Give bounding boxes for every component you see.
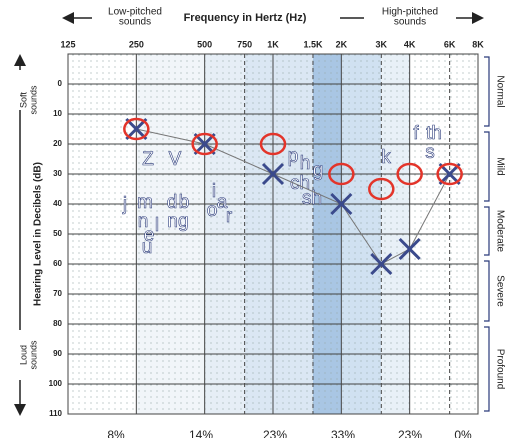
low-pitch-label-line: Low-pitched xyxy=(108,7,162,18)
speech-sound: n xyxy=(138,211,149,232)
speech-sound: i xyxy=(212,181,216,202)
circle-marker xyxy=(396,162,423,186)
x-tick-label: 2K xyxy=(336,39,348,49)
high-pitch-label-line: High-pitched xyxy=(382,7,438,18)
label-backdrop xyxy=(364,4,456,30)
x-tick-label: 8K xyxy=(472,39,484,49)
y-tick-label: 20 xyxy=(53,139,62,148)
x-tick-label: 6K xyxy=(444,39,456,49)
title-backdrop xyxy=(150,10,340,26)
soft-label: Soft sounds xyxy=(18,85,38,115)
y-tick-label: 60 xyxy=(53,259,62,268)
degree-label: Profound xyxy=(494,349,505,390)
speech-sound: r xyxy=(226,206,233,227)
speech-sound: ch xyxy=(290,173,310,194)
circle-marker xyxy=(123,117,150,141)
y-tick-label: 80 xyxy=(53,319,62,328)
speech-sound: k xyxy=(381,147,391,168)
x-tick-label: 500 xyxy=(197,39,212,49)
high-pitch-label-line: sounds xyxy=(394,17,426,28)
y-tick-label: 10 xyxy=(53,109,62,118)
x-tick-label: 4K xyxy=(404,39,416,49)
y-tick-label: 90 xyxy=(53,349,62,358)
degree-bracket xyxy=(484,260,490,322)
low-pitch-label-line: sounds xyxy=(119,17,151,28)
x-tick-label: 250 xyxy=(129,39,144,49)
speech-sound: e xyxy=(144,225,155,246)
circle-marker xyxy=(328,162,355,186)
x-marker xyxy=(125,117,148,141)
x-tick-label: 3K xyxy=(376,39,388,49)
speech-sound: p xyxy=(288,146,299,167)
band-share: 23% xyxy=(398,428,422,438)
band-share: 0% xyxy=(454,428,472,438)
degree-bracket xyxy=(484,326,490,412)
loud-label-line: sounds xyxy=(28,340,38,370)
x-marker xyxy=(193,132,216,156)
speech-sound: d xyxy=(167,192,178,213)
speech-sound: a xyxy=(217,192,228,213)
x-marker xyxy=(330,192,353,216)
soft-label-line: sounds xyxy=(28,85,38,115)
speech-sound: j xyxy=(122,194,127,215)
speech-sound: h xyxy=(300,153,311,174)
circle-marker xyxy=(436,162,463,186)
x-marker xyxy=(370,252,393,276)
speech-sound: s xyxy=(425,142,435,163)
speech-sound: u xyxy=(142,237,153,258)
band-share: 8% xyxy=(107,428,125,438)
speech-sound: th xyxy=(426,123,442,144)
degree-label: Normal xyxy=(494,75,505,107)
degree-label: Severe xyxy=(494,275,505,307)
degree-bracket xyxy=(484,131,490,202)
speech-sound: f xyxy=(413,123,419,144)
speech-sound: g xyxy=(313,160,324,181)
degree-label: Moderate xyxy=(494,210,505,253)
x-marker xyxy=(438,162,461,186)
x-tick-label: 750 xyxy=(237,39,252,49)
y-tick-label: 40 xyxy=(53,199,62,208)
band-share: 33% xyxy=(331,428,355,438)
x-tick-label: 125 xyxy=(60,39,75,49)
speech-sound: Z xyxy=(142,149,154,170)
y-tick-label: 30 xyxy=(53,169,62,178)
loud-label-line: Loud xyxy=(18,345,28,365)
x-marker xyxy=(398,237,421,261)
band-share: 14% xyxy=(189,428,213,438)
speech-sound: ng xyxy=(167,211,188,232)
circle-marker xyxy=(259,132,287,156)
x-tick-label: 1K xyxy=(267,39,279,49)
label-backdrop xyxy=(14,70,28,110)
circle-marker xyxy=(368,177,395,201)
chart-title: Frequency in Hertz (Hz) xyxy=(184,12,307,24)
x-tick-label: 1.5K xyxy=(303,39,323,49)
x-marker xyxy=(261,162,285,186)
circle-marker xyxy=(191,132,218,156)
speech-sound: b xyxy=(179,192,190,213)
band-share: 23% xyxy=(263,428,287,438)
degree-label: Mild xyxy=(494,157,505,175)
y-tick-label: 70 xyxy=(53,289,62,298)
y-tick-label: 100 xyxy=(49,379,63,388)
soft-label-line: Soft xyxy=(18,91,28,108)
degree-bracket xyxy=(484,206,490,256)
y-tick-label: 110 xyxy=(49,409,62,418)
speech-sound: m xyxy=(137,192,153,213)
label-backdrop xyxy=(14,330,28,380)
label-backdrop xyxy=(92,4,178,30)
speech-sound: l xyxy=(155,215,159,236)
y-tick-label: 0 xyxy=(58,79,63,88)
y-tick-label: 50 xyxy=(53,229,62,238)
loud-label: Loud sounds xyxy=(18,340,38,370)
y-axis-label: Hearing Level in Decibels (dB) xyxy=(33,162,44,306)
degree-bracket xyxy=(484,56,490,127)
speech-sound: o xyxy=(207,200,218,221)
speech-sound: V xyxy=(169,149,182,170)
